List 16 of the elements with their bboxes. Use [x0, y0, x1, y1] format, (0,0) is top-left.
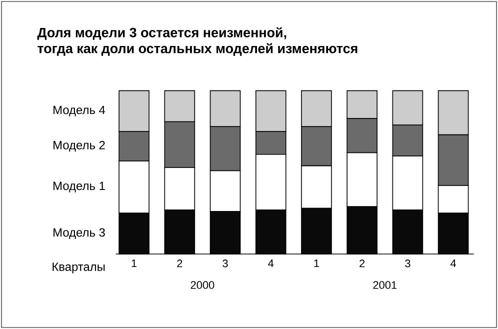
x-tick-label: 3 — [222, 260, 228, 268]
x-axis-title: Кварталы — [52, 262, 105, 274]
series-label: Модель 3 — [54, 228, 105, 239]
chart-title: Доля модели 3 остается неизменной, тогда как доли остальных моделей изменяются — [37, 27, 358, 56]
series-label: Модель 2 — [54, 140, 105, 152]
x-tick-label: 3 — [405, 260, 410, 268]
series-label: Модель 4 — [54, 106, 106, 116]
x-tick-label: 1 — [314, 260, 319, 268]
x-tick-label: 2 — [360, 260, 365, 268]
text: 2001 — [373, 281, 397, 289]
x-tick-label: 4 — [450, 260, 456, 268]
x-tick-label: 2 — [177, 260, 182, 268]
series-label: Модель 1 — [54, 182, 105, 192]
text: 2000 — [190, 281, 214, 289]
x-tick-label: 1 — [132, 260, 137, 268]
x-tick-label: 4 — [268, 260, 274, 268]
